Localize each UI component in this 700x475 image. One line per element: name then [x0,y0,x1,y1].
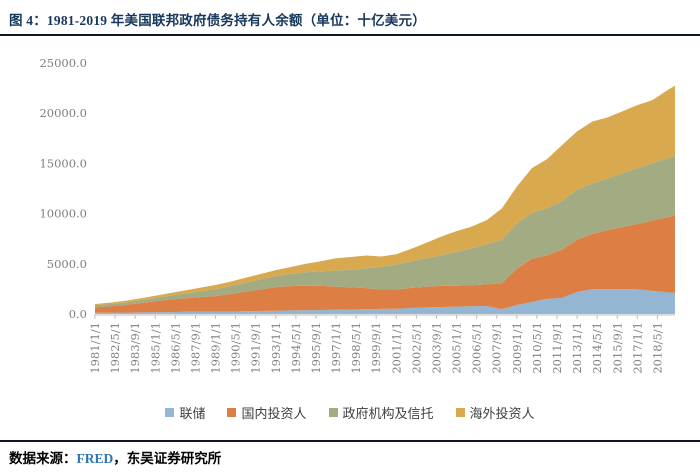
legend-item-fed[interactable]: 联储 [165,403,205,422]
stacked-area-chart-canvas: 1981/1/1 1982/5/1 1983/9/1 1985/1/1 1986/5/1… [39,56,675,374]
title-divider-line [0,34,700,36]
x-tick-label: 1986/5/1 [168,322,182,374]
x-tick-label: 2010/5/1 [530,322,544,374]
data-source-suffix: ，东吴证券研究所 [113,451,222,466]
x-tick-label: 2011/9/1 [550,322,564,374]
data-source-line: 数据来源：FRED，东吴证券研究所 [9,447,221,467]
legend-swatch-gov-agencies-trusts [328,408,338,417]
x-tick-label: 2005/1/1 [450,322,464,374]
x-tick-label: 1999/9/1 [369,322,383,374]
x-tick-label: 2007/9/1 [490,322,504,374]
legend-swatch-fed [165,408,175,417]
legend-item-gov-agencies-trusts[interactable]: 政府机构及信托 [328,403,434,422]
area-series-1[interactable] [95,215,675,313]
x-tick-label: 1998/5/1 [349,322,363,374]
x-tick-label: 1985/1/1 [148,322,162,374]
data-source-prefix: 数据来源： [9,451,77,466]
chart-area: 1981/1/1 1982/5/1 1983/9/1 1985/1/1 1986/5/1… [0,36,700,402]
legend-item-overseas-investors[interactable]: 海外投资人 [455,403,535,422]
x-axis: 1981/1/1 1982/5/1 1983/9/1 1985/1/1 1986/5/1… [88,314,675,374]
x-tick-label: 2001/1/1 [389,322,403,374]
x-tick-label: 1991/9/1 [249,322,263,374]
x-tick-label: 2006/5/1 [470,322,484,374]
x-tick-label: 2009/1/1 [510,322,524,374]
x-tick-label: 2002/5/1 [409,322,423,374]
figure-title: 图 4：1981-2019 年美国联邦政府债务持有人余额（单位：十亿美元） [9,13,426,28]
y-tick-label: 5000.0 [47,257,87,271]
y-tick-label: 20000.0 [39,106,87,120]
x-tick-label: 1995/9/1 [309,322,323,374]
y-tick-label: 15000.0 [39,156,87,170]
footer-divider-line [0,440,700,442]
legend-label-gov-agencies-trusts: 政府机构及信托 [342,406,434,421]
x-tick-label: 1994/5/1 [289,322,303,374]
data-source-name[interactable]: FRED [76,451,114,466]
x-tick-label: 1982/5/1 [108,322,122,374]
legend-item-domestic-investors[interactable]: 国内投资人 [227,403,307,422]
legend-label-domestic-investors: 国内投资人 [241,406,307,421]
x-tick-label: 1989/1/1 [209,322,223,374]
x-tick-label: 2017/1/1 [630,322,644,374]
area-series-2[interactable] [95,155,675,308]
stacked-area-series [95,85,675,314]
y-axis: 0.0 5000.0 10000.0 15000.0 20000.0 25000.0 [39,56,87,321]
chart-legend: 联储 国内投资人 政府机构及信托 海外投资人 [0,403,700,422]
x-tick-label: 1997/1/1 [329,322,343,374]
x-tick-label: 2013/1/1 [570,322,584,374]
legend-label-overseas-investors: 海外投资人 [469,406,535,421]
y-tick-label: 10000.0 [39,207,87,221]
legend-swatch-domestic-investors [227,408,237,417]
x-tick-label: 1990/5/1 [229,322,243,374]
y-tick-label: 25000.0 [39,56,87,70]
x-tick-label: 1993/1/1 [269,322,283,374]
x-tick-label: 2018/5/1 [650,322,664,374]
x-tick-label: 2014/5/1 [590,322,604,374]
legend-label-fed: 联储 [179,406,206,421]
x-tick-label: 1983/9/1 [128,322,142,374]
x-tick-label: 1981/1/1 [88,322,102,374]
legend-swatch-overseas-investors [455,408,465,417]
area-series-0[interactable] [95,289,675,314]
x-tick-label: 2015/9/1 [610,322,624,374]
area-series-3[interactable] [95,85,675,306]
y-tick-label: 0.0 [69,307,87,321]
x-tick-label: 1987/9/1 [188,322,202,374]
x-tick-label: 2003/9/1 [429,322,443,374]
